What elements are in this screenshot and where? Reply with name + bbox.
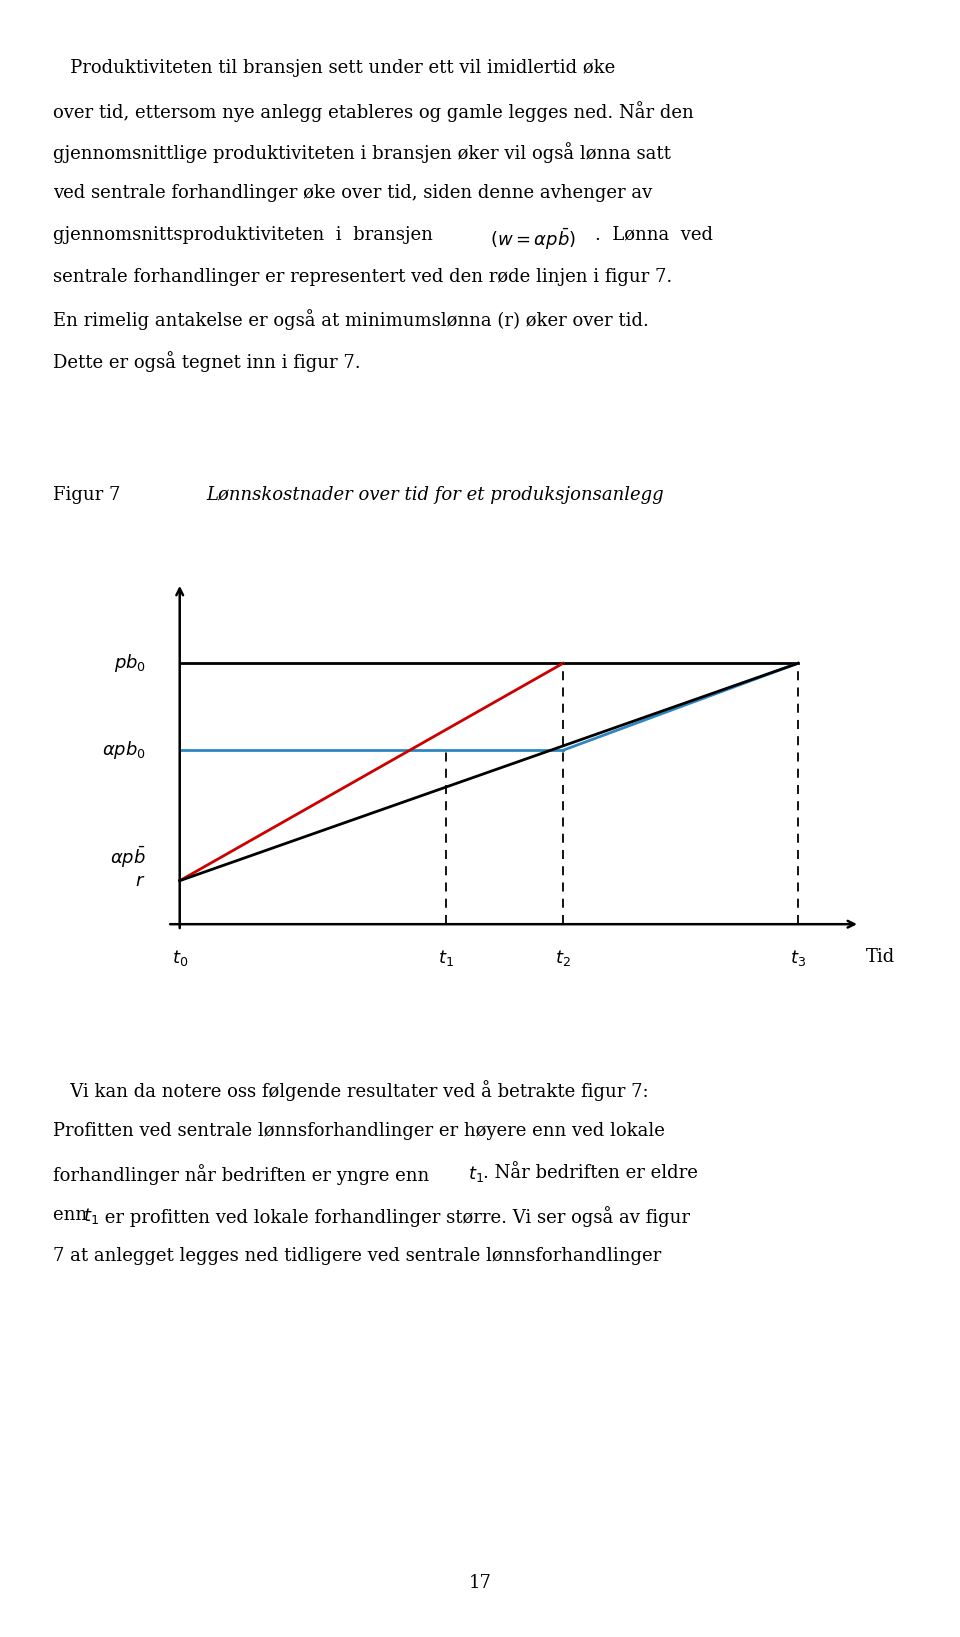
Text: 17: 17 bbox=[468, 1575, 492, 1591]
Text: $t_1$: $t_1$ bbox=[83, 1205, 99, 1226]
Text: $t_2$: $t_2$ bbox=[555, 948, 571, 967]
Text: $pb_0$: $pb_0$ bbox=[113, 652, 146, 674]
Text: $(w = \alpha p\bar{b})$: $(w = \alpha p\bar{b})$ bbox=[490, 226, 576, 252]
Text: sentrale forhandlinger er representert ved den røde linjen i figur 7.: sentrale forhandlinger er representert v… bbox=[53, 267, 672, 285]
Text: over tid, ettersom nye anlegg etableres og gamle legges ned. Når den: over tid, ettersom nye anlegg etableres … bbox=[53, 101, 693, 121]
Text: $t_1$: $t_1$ bbox=[468, 1164, 484, 1184]
Text: er profitten ved lokale forhandlinger større. Vi ser også av figur: er profitten ved lokale forhandlinger st… bbox=[99, 1205, 690, 1226]
Text: Profitten ved sentrale lønnsforhandlinger er høyere enn ved lokale: Profitten ved sentrale lønnsforhandlinge… bbox=[53, 1123, 664, 1139]
Text: Tid: Tid bbox=[866, 948, 896, 966]
Text: $t_0$: $t_0$ bbox=[172, 948, 188, 967]
Text: gjennomsnittsproduktiviteten  i  bransjen: gjennomsnittsproduktiviteten i bransjen bbox=[53, 226, 444, 244]
Text: Lønnskostnader over tid for et produksjonsanlegg: Lønnskostnader over tid for et produksjo… bbox=[206, 486, 664, 504]
Text: Vi kan da notere oss følgende resultater ved å betrakte figur 7:: Vi kan da notere oss følgende resultater… bbox=[53, 1080, 648, 1102]
Text: $t_1$: $t_1$ bbox=[438, 948, 453, 967]
Text: $\alpha p\bar{b}$: $\alpha p\bar{b}$ bbox=[109, 845, 146, 871]
Text: En rimelig antakelse er også at minimumslønna (r) øker over tid.: En rimelig antakelse er også at minimums… bbox=[53, 309, 649, 331]
Text: $t_3$: $t_3$ bbox=[790, 948, 806, 967]
Text: Figur 7: Figur 7 bbox=[53, 486, 120, 504]
Text: .  Lønna  ved: . Lønna ved bbox=[595, 226, 713, 244]
Text: Dette er også tegnet inn i figur 7.: Dette er også tegnet inn i figur 7. bbox=[53, 352, 360, 372]
Text: Produktiviteten til bransjen sett under ett vil imidlertid øke: Produktiviteten til bransjen sett under … bbox=[53, 59, 615, 77]
Text: forhandlinger når bedriften er yngre enn: forhandlinger når bedriften er yngre enn bbox=[53, 1164, 435, 1185]
Text: ved sentrale forhandlinger øke over tid, siden denne avhenger av: ved sentrale forhandlinger øke over tid,… bbox=[53, 185, 652, 201]
Text: $\alpha pb_0$: $\alpha pb_0$ bbox=[102, 740, 146, 761]
Text: gjennomsnittlige produktiviteten i bransjen øker vil også lønna satt: gjennomsnittlige produktiviteten i brans… bbox=[53, 142, 671, 164]
Text: . Når bedriften er eldre: . Når bedriften er eldre bbox=[483, 1164, 698, 1182]
Text: enn: enn bbox=[53, 1205, 93, 1223]
Text: 7 at anlegget legges ned tidligere ved sentrale lønnsforhandlinger: 7 at anlegget legges ned tidligere ved s… bbox=[53, 1247, 661, 1265]
Text: $r$: $r$ bbox=[135, 873, 146, 889]
